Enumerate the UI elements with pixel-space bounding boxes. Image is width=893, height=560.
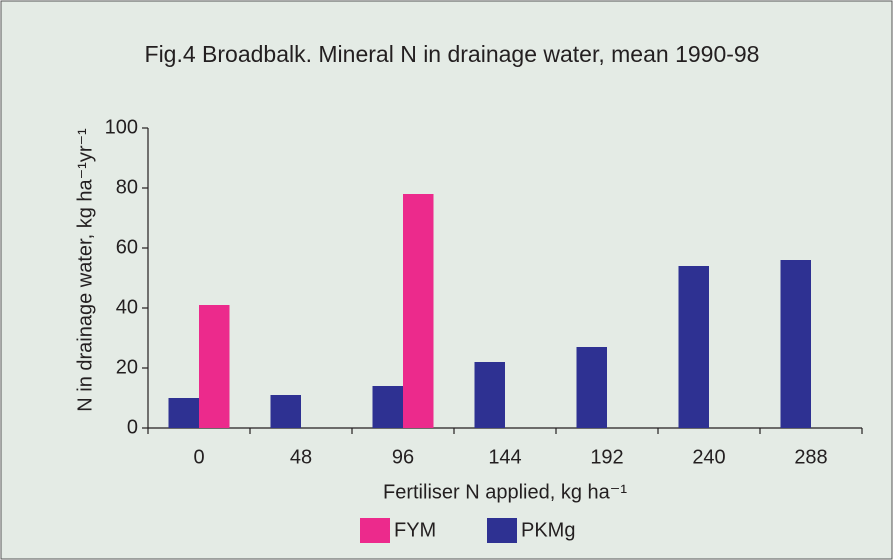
bar [168, 398, 199, 428]
y-axis-title: N in drainage water, kg ha⁻¹yr⁻¹ [74, 128, 96, 412]
x-tick-label: 48 [290, 446, 312, 468]
y-tick-label: 80 [116, 176, 138, 198]
x-tick-label: 96 [392, 446, 414, 468]
bar [199, 305, 230, 428]
x-tick-label: 288 [794, 446, 827, 468]
y-tick-label: 20 [116, 356, 138, 378]
y-tick-label: 60 [116, 236, 138, 258]
bar [678, 266, 709, 428]
bar [780, 260, 811, 428]
bar [270, 395, 301, 428]
y-tick-label: 40 [116, 296, 138, 318]
x-tick-label: 192 [590, 446, 623, 468]
x-tick-label: 240 [692, 446, 725, 468]
x-tick-label: 0 [193, 446, 204, 468]
y-tick-label: 0 [127, 416, 138, 438]
y-tick-label: 100 [105, 116, 138, 138]
bar [403, 194, 434, 428]
legend-label: PKMg [521, 519, 575, 541]
chart-title: Fig.4 Broadbalk. Mineral N in drainage w… [145, 41, 760, 67]
bar [474, 362, 505, 428]
x-axis-title: Fertiliser N applied, kg ha⁻¹ [383, 481, 627, 503]
legend-swatch [487, 518, 517, 543]
bar [576, 347, 607, 428]
x-tick-label: 144 [488, 446, 521, 468]
legend-label: FYM [394, 519, 436, 541]
legend-swatch [360, 518, 390, 543]
bar [372, 386, 403, 428]
